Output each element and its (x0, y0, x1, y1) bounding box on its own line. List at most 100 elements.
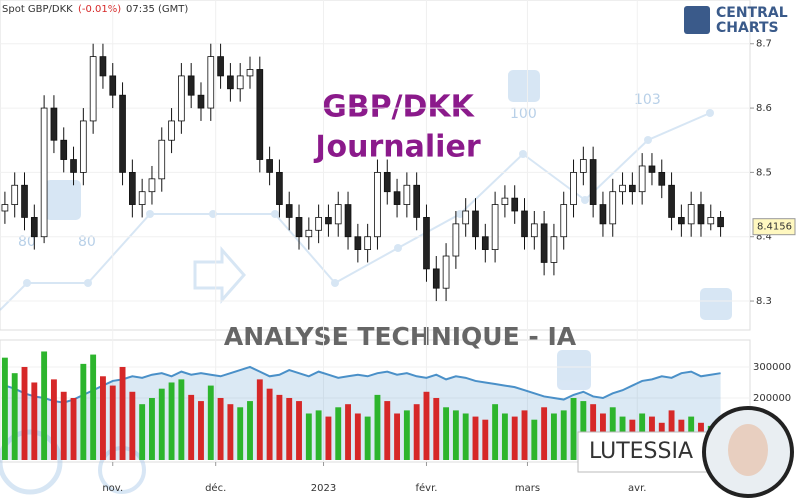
watermark-subtitle: Journalier (313, 130, 480, 165)
candle-body (50, 107, 58, 141)
candle-body (658, 171, 666, 186)
watermark-icon (700, 288, 732, 320)
volume-bar (198, 401, 204, 460)
candle-body (609, 191, 617, 225)
volume-bar (296, 401, 302, 460)
watermark-dots (23, 109, 714, 287)
candle-body (305, 229, 313, 238)
candle-body (629, 184, 636, 193)
x-tick-label: avr. (628, 483, 646, 494)
volume-bar (70, 397, 77, 460)
watermark-level: 103 (634, 92, 661, 108)
candle-body (197, 94, 205, 109)
candle-body (1, 204, 9, 212)
candle-body (481, 236, 489, 250)
volume-bar (90, 354, 97, 460)
candle-body (109, 75, 117, 96)
candle-body (236, 75, 244, 90)
volume-bar (237, 407, 244, 460)
candle-body (678, 217, 685, 225)
candle-body (423, 217, 430, 270)
volume-bar (433, 397, 440, 460)
watermark-icon (45, 180, 81, 220)
candle-body (403, 184, 411, 205)
candle-body (687, 204, 695, 225)
candle-body (11, 184, 19, 205)
candle-body (599, 204, 607, 225)
candle-body (717, 217, 724, 228)
candle-body (383, 171, 391, 193)
candle-body (521, 210, 528, 238)
candle-body (266, 159, 273, 173)
candle-body (187, 75, 195, 96)
volume-bar (217, 397, 224, 460)
candle-body (491, 204, 499, 250)
watermark-level: 80 (18, 234, 36, 250)
header-time: 07:35 (GMT) (126, 4, 188, 15)
volume-bar (345, 404, 351, 460)
y-tick-label: 8.7 (756, 39, 772, 50)
candle-body (217, 56, 224, 77)
candle-body (442, 255, 450, 289)
candle-body (227, 75, 234, 90)
candle-body (364, 236, 371, 250)
volume-bar (335, 407, 342, 460)
volume-bar (129, 391, 136, 460)
y-tick-label: 8.5 (756, 167, 772, 178)
volume-bar (315, 410, 322, 460)
candle-body (530, 223, 538, 238)
candle-body (256, 69, 264, 160)
y-tick-label: 8.6 (756, 103, 772, 114)
watermark-title: GBP/DKK (322, 90, 476, 125)
volume-bar (100, 376, 106, 460)
candle-body (178, 75, 185, 122)
volume-bar (423, 391, 430, 460)
candle-body (344, 204, 352, 238)
candle-body (570, 171, 577, 205)
x-tick-label: 2023 (311, 483, 336, 494)
volume-bar (188, 394, 195, 460)
x-tick-label: mars (515, 483, 540, 494)
volume-bar (550, 413, 557, 460)
volume-bar (472, 416, 479, 460)
candle-body (374, 171, 381, 238)
candle-body (30, 217, 38, 238)
volume-bar (256, 379, 263, 460)
watermark-banner: ANALYSE TECHNIQUE - IA (224, 322, 577, 351)
volume-bar (207, 385, 214, 460)
volume-bar (247, 401, 253, 460)
candle-body (325, 217, 332, 225)
candle-body (648, 165, 656, 173)
header-change: (-0.01%) (78, 4, 121, 15)
volume-bar (374, 394, 381, 460)
volume-bar (364, 416, 371, 460)
volume-bar (501, 413, 508, 460)
candle-body (472, 210, 479, 238)
volume-bar (50, 379, 57, 460)
volume-bar (139, 404, 146, 460)
volume-bar (286, 397, 293, 460)
volume-bar (531, 419, 538, 460)
volume-bar (109, 385, 116, 460)
candle-body (707, 217, 715, 225)
candle-body (413, 184, 421, 218)
candle-body (89, 56, 97, 122)
candle-body (697, 204, 705, 225)
logo-text: CENTRAL (716, 5, 788, 21)
candle-body (315, 217, 322, 231)
volume-bar (541, 407, 548, 460)
candle-body (560, 204, 568, 238)
volume-bar (580, 401, 587, 460)
volume-bar (11, 373, 18, 460)
candle-body (638, 165, 646, 193)
volume-bar (354, 413, 361, 460)
watermark-line (0, 112, 711, 311)
volume-bar (305, 413, 312, 460)
candle-body (579, 159, 587, 173)
y-tick-label: 8.3 (756, 296, 772, 307)
brand-name: LUTESSIA (589, 439, 693, 464)
watermark-arrow (193, 246, 246, 304)
volume-bar (511, 416, 518, 460)
